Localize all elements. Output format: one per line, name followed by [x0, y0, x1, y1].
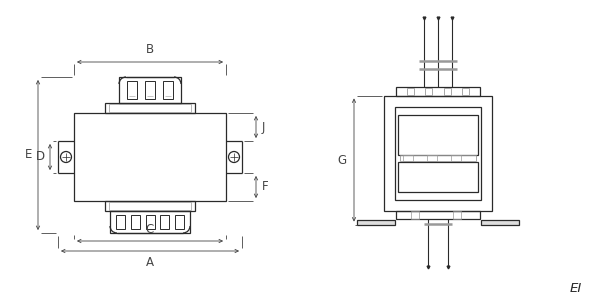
- Bar: [400, 155, 476, 160]
- Text: J: J: [262, 120, 265, 134]
- Text: B: B: [146, 43, 154, 56]
- Bar: [453, 210, 461, 218]
- Bar: [396, 210, 480, 218]
- Bar: [403, 155, 413, 160]
- Bar: [74, 113, 226, 201]
- Text: EI: EI: [570, 282, 582, 295]
- Bar: [407, 88, 414, 95]
- Text: C: C: [146, 223, 154, 236]
- Bar: [109, 104, 191, 112]
- Bar: [357, 220, 395, 224]
- Bar: [145, 215, 154, 229]
- Text: D: D: [36, 150, 45, 163]
- Bar: [110, 211, 190, 233]
- Bar: [451, 155, 461, 160]
- Text: E: E: [24, 149, 32, 162]
- Bar: [411, 210, 419, 218]
- Bar: [462, 88, 469, 95]
- Bar: [119, 77, 181, 103]
- Bar: [131, 215, 139, 229]
- Bar: [163, 81, 173, 99]
- Bar: [105, 103, 195, 113]
- Text: F: F: [262, 181, 269, 193]
- Bar: [427, 155, 437, 160]
- Bar: [105, 201, 195, 211]
- Bar: [127, 81, 137, 99]
- Bar: [384, 95, 492, 210]
- Bar: [175, 215, 184, 229]
- Bar: [395, 106, 481, 199]
- Bar: [398, 114, 478, 155]
- Bar: [396, 87, 480, 95]
- Bar: [145, 81, 155, 99]
- Bar: [443, 88, 451, 95]
- Bar: [109, 202, 191, 210]
- Text: G: G: [338, 153, 347, 167]
- Text: A: A: [146, 256, 154, 269]
- Bar: [426, 88, 433, 95]
- Bar: [160, 215, 169, 229]
- Bar: [481, 220, 519, 224]
- Bar: [398, 162, 478, 192]
- Bar: [116, 215, 125, 229]
